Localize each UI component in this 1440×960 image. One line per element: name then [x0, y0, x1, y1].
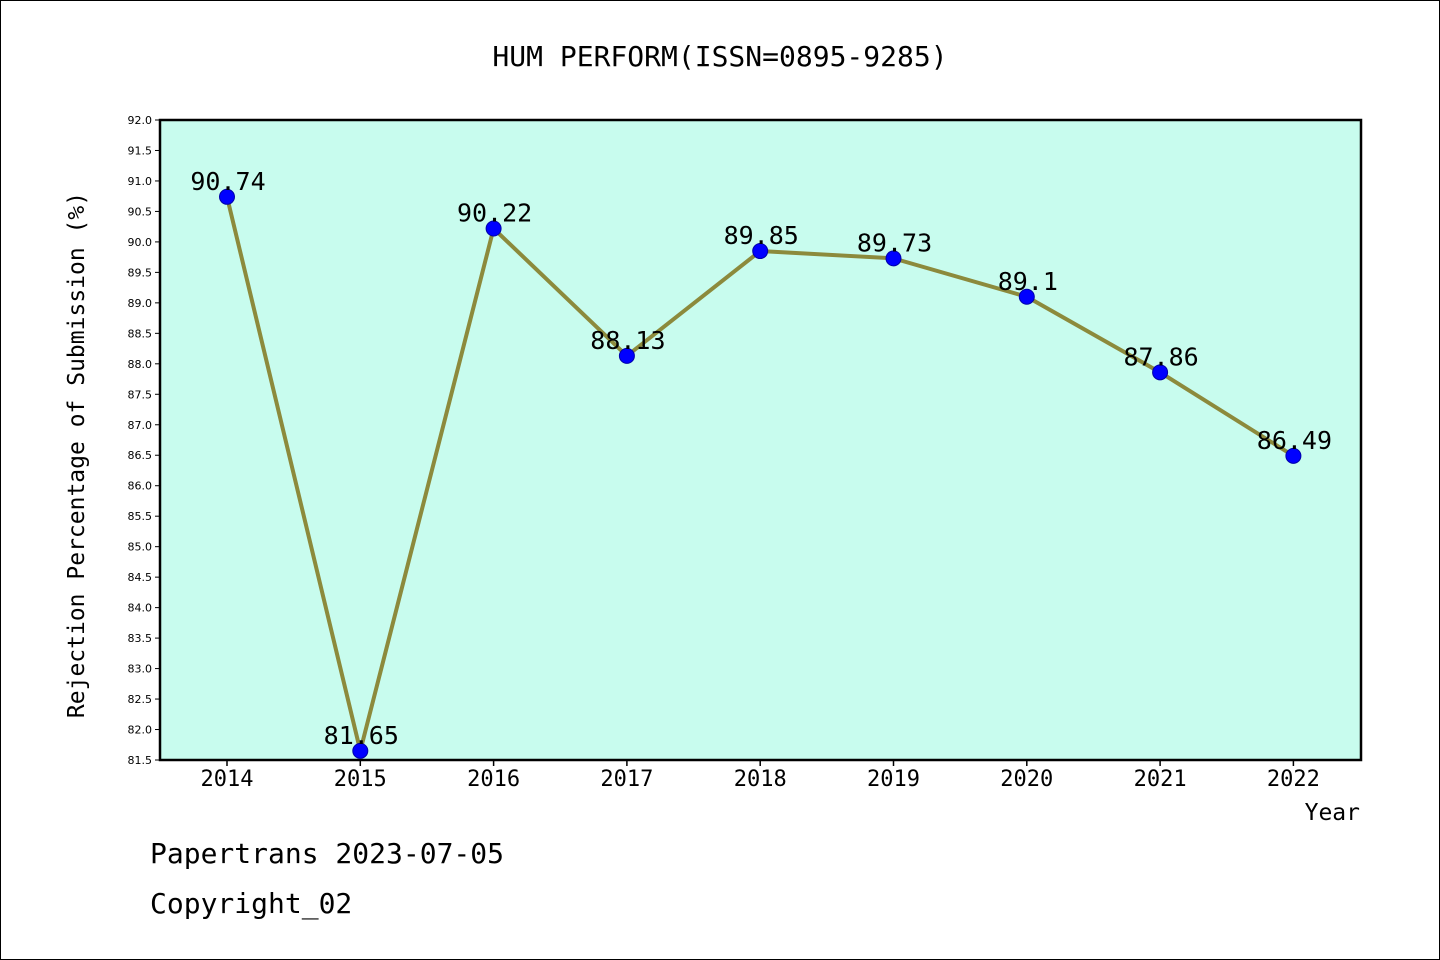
data-label: 90.22 — [457, 198, 532, 227]
footer-copyright: Copyright_02 — [150, 887, 352, 921]
data-point — [618, 347, 635, 364]
y-tick-label: 88.0 — [128, 358, 153, 371]
footer-date: Papertrans 2023-07-05 — [150, 837, 504, 870]
data-point — [1285, 447, 1302, 464]
x-tick-label: 2020 — [1000, 767, 1053, 792]
chart-title: HUM PERFORM(ISSN=0895-9285) — [492, 40, 947, 73]
y-tick-label: 84.5 — [128, 571, 153, 584]
data-point — [352, 742, 369, 759]
y-tick-label: 86.5 — [128, 449, 153, 462]
series-markers — [219, 188, 1302, 759]
data-label: 89.73 — [857, 228, 932, 257]
data-label: 90.74 — [190, 167, 265, 196]
y-tick-label: 91.0 — [128, 175, 153, 188]
y-tick-label: 92.0 — [128, 114, 153, 127]
data-label: 89.85 — [724, 221, 799, 250]
plot-area — [158, 118, 1363, 762]
y-tick-label: 83.5 — [128, 632, 153, 645]
x-tick-label: 2016 — [467, 767, 520, 792]
y-axis-label: Rejection Percentage of Submission (%) — [64, 192, 90, 718]
x-tick-label: 2018 — [734, 767, 787, 792]
x-axis-ticks: 2014 2015 2016 2017 2018 2019 2020 2021 2022 — [201, 760, 1320, 792]
y-tick-label: 83.0 — [128, 663, 153, 676]
y-axis-ticks: 81.5 82.0 82.5 83.0 83.5 84.0 84.5 85.0 85.5 86.0… — [128, 114, 160, 767]
data-point — [1018, 288, 1035, 305]
data-label: 88.13 — [590, 326, 665, 355]
x-tick-label: 2014 — [201, 767, 254, 792]
x-axis-label: Year — [1305, 800, 1360, 826]
data-label: 89.1 — [998, 267, 1058, 296]
data-label: 86.49 — [1257, 426, 1332, 455]
y-tick-label: 85.0 — [128, 541, 153, 554]
data-point — [885, 250, 902, 267]
y-tick-label: 81.5 — [128, 754, 153, 767]
data-labels: 90.74 81.65 90.22 88.13 89.85 89.73 89.1 87.86 8… — [190, 167, 1332, 750]
x-tick-label: 2019 — [867, 767, 920, 792]
x-tick-label: 2021 — [1134, 767, 1187, 792]
data-point — [219, 188, 235, 205]
y-tick-label: 87.0 — [128, 419, 153, 432]
y-tick-label: 85.5 — [128, 510, 153, 523]
x-tick-label: 2017 — [600, 767, 653, 792]
y-tick-label: 89.5 — [128, 266, 153, 279]
y-tick-label: 90.5 — [128, 205, 153, 218]
y-tick-label: 90.0 — [128, 236, 153, 249]
y-tick-label: 91.5 — [128, 144, 153, 157]
x-tick-label: 2015 — [334, 767, 387, 792]
y-tick-label: 86.0 — [128, 480, 153, 493]
y-tick-label: 82.5 — [128, 693, 153, 706]
data-label: 87.86 — [1123, 342, 1198, 371]
y-tick-label: 82.0 — [128, 724, 153, 737]
y-tick-label: 89.0 — [128, 297, 153, 310]
data-point — [752, 243, 769, 260]
y-tick-label: 87.5 — [128, 388, 153, 401]
data-label: 81.65 — [324, 721, 399, 750]
data-point — [485, 220, 502, 237]
x-tick-label: 2022 — [1267, 767, 1320, 792]
data-point — [1152, 364, 1169, 381]
y-tick-label: 88.5 — [128, 327, 153, 340]
y-tick-label: 84.0 — [128, 602, 153, 615]
